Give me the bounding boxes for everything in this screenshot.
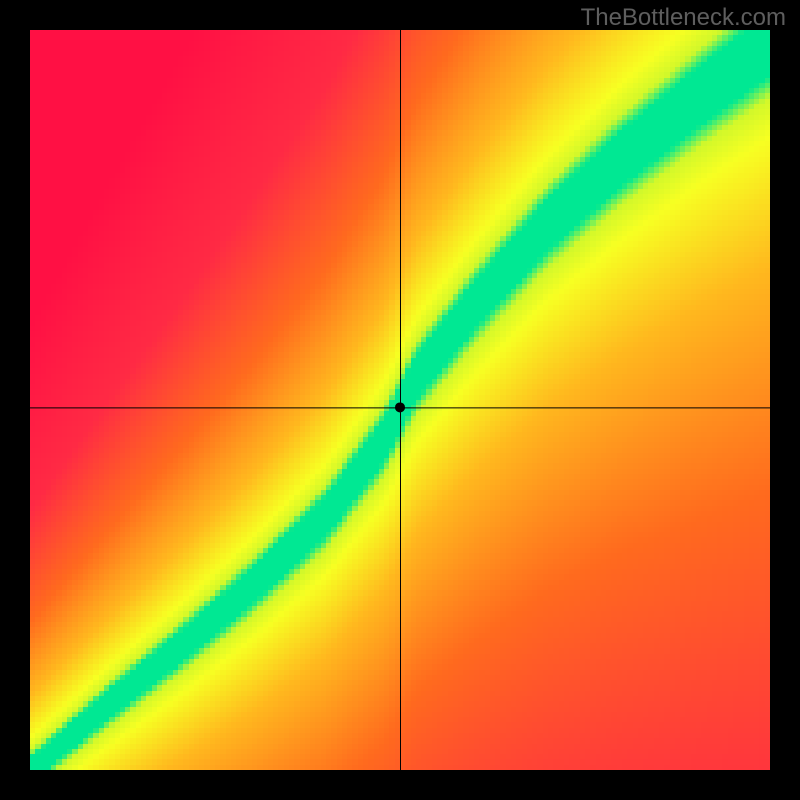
heatmap-plot	[30, 30, 770, 770]
watermark-text: TheBottleneck.com	[581, 4, 786, 32]
chart-frame: TheBottleneck.com	[0, 0, 800, 800]
heatmap-canvas	[30, 30, 770, 770]
